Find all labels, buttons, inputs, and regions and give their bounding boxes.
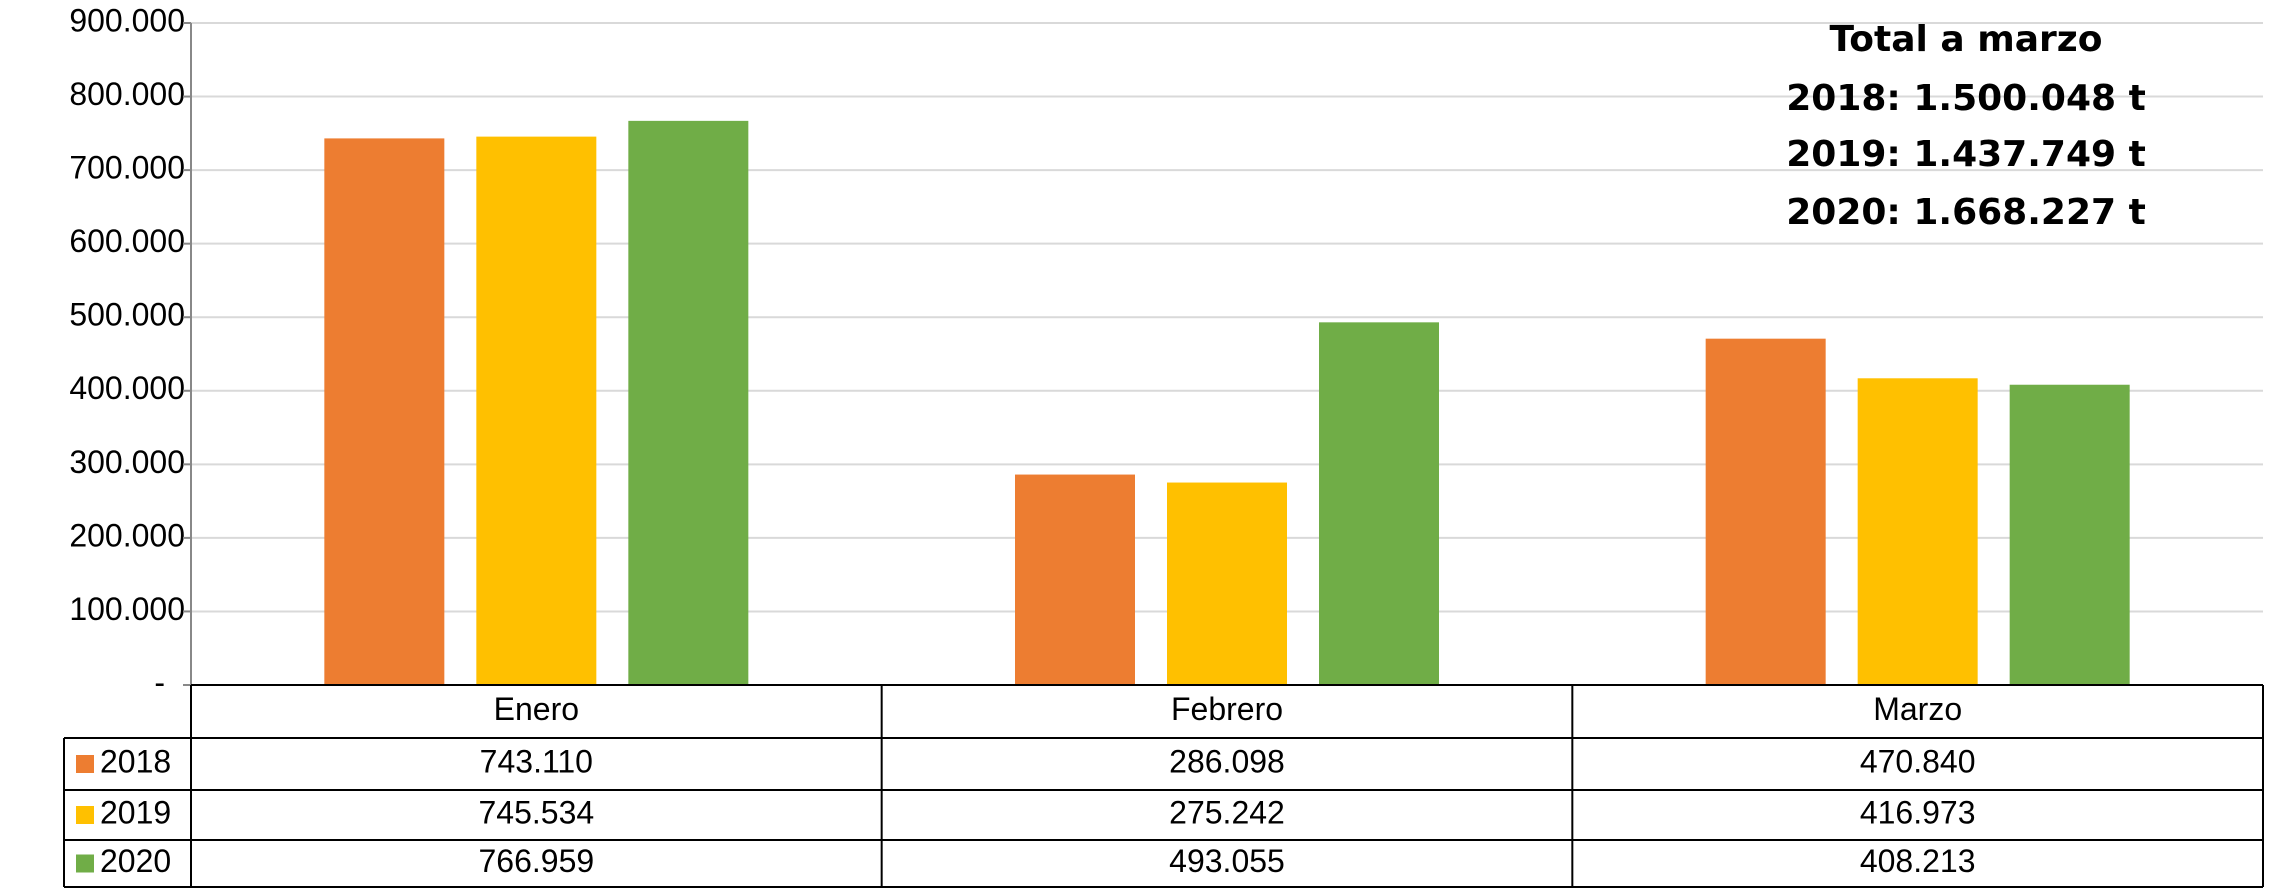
- bar: [476, 137, 596, 685]
- y-tick-label: 400.000: [69, 370, 185, 406]
- bar: [324, 138, 444, 685]
- bar: [628, 121, 748, 685]
- table-value: 408.213: [1860, 843, 1976, 879]
- y-tick-label: 600.000: [69, 223, 185, 259]
- legend-swatch: [76, 755, 94, 773]
- y-tick-label: -: [154, 664, 165, 700]
- y-tick-label: 300.000: [69, 444, 185, 480]
- annotation: 2019: 1.437.749 t: [1786, 134, 2146, 175]
- table-value: 286.098: [1169, 743, 1285, 779]
- annotation: 2020: 1.668.227 t: [1786, 192, 2146, 233]
- bar: [1706, 339, 1826, 685]
- bar: [2010, 385, 2130, 685]
- table-value: 416.973: [1860, 794, 1976, 830]
- bar: [1015, 475, 1135, 685]
- x-tick-label: Enero: [494, 691, 579, 727]
- table-value: 470.840: [1860, 743, 1976, 779]
- y-tick-label: 900.000: [69, 2, 185, 38]
- legend-label: 2020: [100, 843, 171, 879]
- table-value: 275.242: [1169, 794, 1285, 830]
- bar: [1858, 378, 1978, 685]
- table-value: 493.055: [1169, 843, 1285, 879]
- bar: [1167, 483, 1287, 685]
- table-value: 743.110: [480, 743, 593, 779]
- y-tick-label: 500.000: [69, 297, 185, 333]
- x-tick-label: Marzo: [1873, 691, 1962, 727]
- bar: [1319, 322, 1439, 685]
- table-value: 766.959: [478, 843, 594, 879]
- x-tick-label: Febrero: [1171, 691, 1283, 727]
- legend-swatch: [76, 855, 94, 873]
- legend-label: 2019: [100, 794, 171, 830]
- y-tick-label: 200.000: [69, 517, 185, 553]
- table-value: 745.534: [478, 794, 594, 830]
- y-tick-label: 700.000: [69, 150, 185, 186]
- y-tick-label: 800.000: [69, 76, 185, 112]
- annotation: 2018: 1.500.048 t: [1786, 78, 2146, 119]
- legend-label: 2018: [100, 743, 171, 779]
- annotation: Total a marzo: [1830, 19, 2103, 60]
- y-tick-label: 100.000: [69, 591, 185, 627]
- chart: - 100.000 200.000 300.000 400.000 500.000 600.…: [0, 0, 2272, 888]
- legend-swatch: [76, 806, 94, 824]
